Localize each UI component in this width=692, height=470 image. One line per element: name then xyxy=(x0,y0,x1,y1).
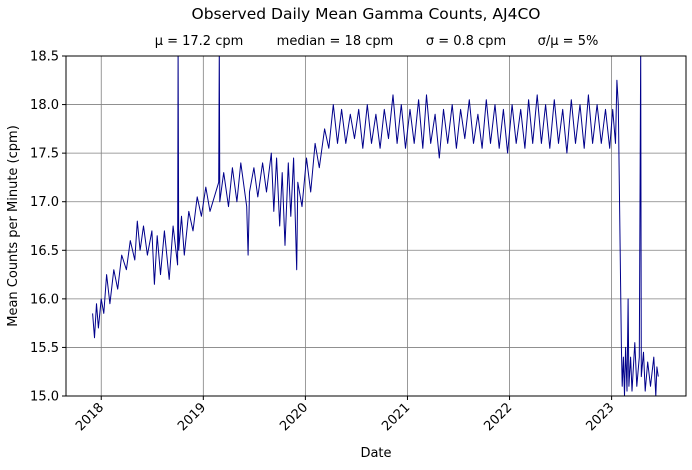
x-tick-label: 2019 xyxy=(175,400,209,434)
x-tick-label: 2023 xyxy=(583,400,617,434)
x-tick-label: 2020 xyxy=(277,400,311,434)
subtitle-cv: σ/μ = 5% xyxy=(538,34,599,49)
y-tick-label: 15.0 xyxy=(30,390,59,405)
subtitle-mean: μ = 17.2 cpm xyxy=(155,34,244,49)
x-tick-label: 2022 xyxy=(481,400,515,434)
grid xyxy=(66,55,686,397)
subtitle-sigma: σ = 0.8 cpm xyxy=(426,34,506,49)
y-tick-label: 17.0 xyxy=(30,195,59,210)
subtitle-median: median = 18 cpm xyxy=(277,34,394,49)
y-tick-label: 16.0 xyxy=(30,292,59,307)
x-axis-label: Date xyxy=(360,446,391,461)
y-tick-label: 16.5 xyxy=(30,244,59,259)
chart-title: Observed Daily Mean Gamma Counts, AJ4CO xyxy=(192,5,541,23)
y-tick-label: 18.5 xyxy=(30,50,59,65)
y-tick-label: 18.0 xyxy=(30,98,59,113)
y-tick-label: 17.5 xyxy=(30,147,59,162)
plot-frame xyxy=(65,55,687,397)
y-axis-label: Mean Counts per Minute (cpm) xyxy=(6,125,21,327)
x-tick-label: 2018 xyxy=(73,400,107,434)
y-tick-label: 15.5 xyxy=(30,341,59,356)
series-line xyxy=(92,56,659,396)
x-tick-label: 2021 xyxy=(379,400,413,434)
